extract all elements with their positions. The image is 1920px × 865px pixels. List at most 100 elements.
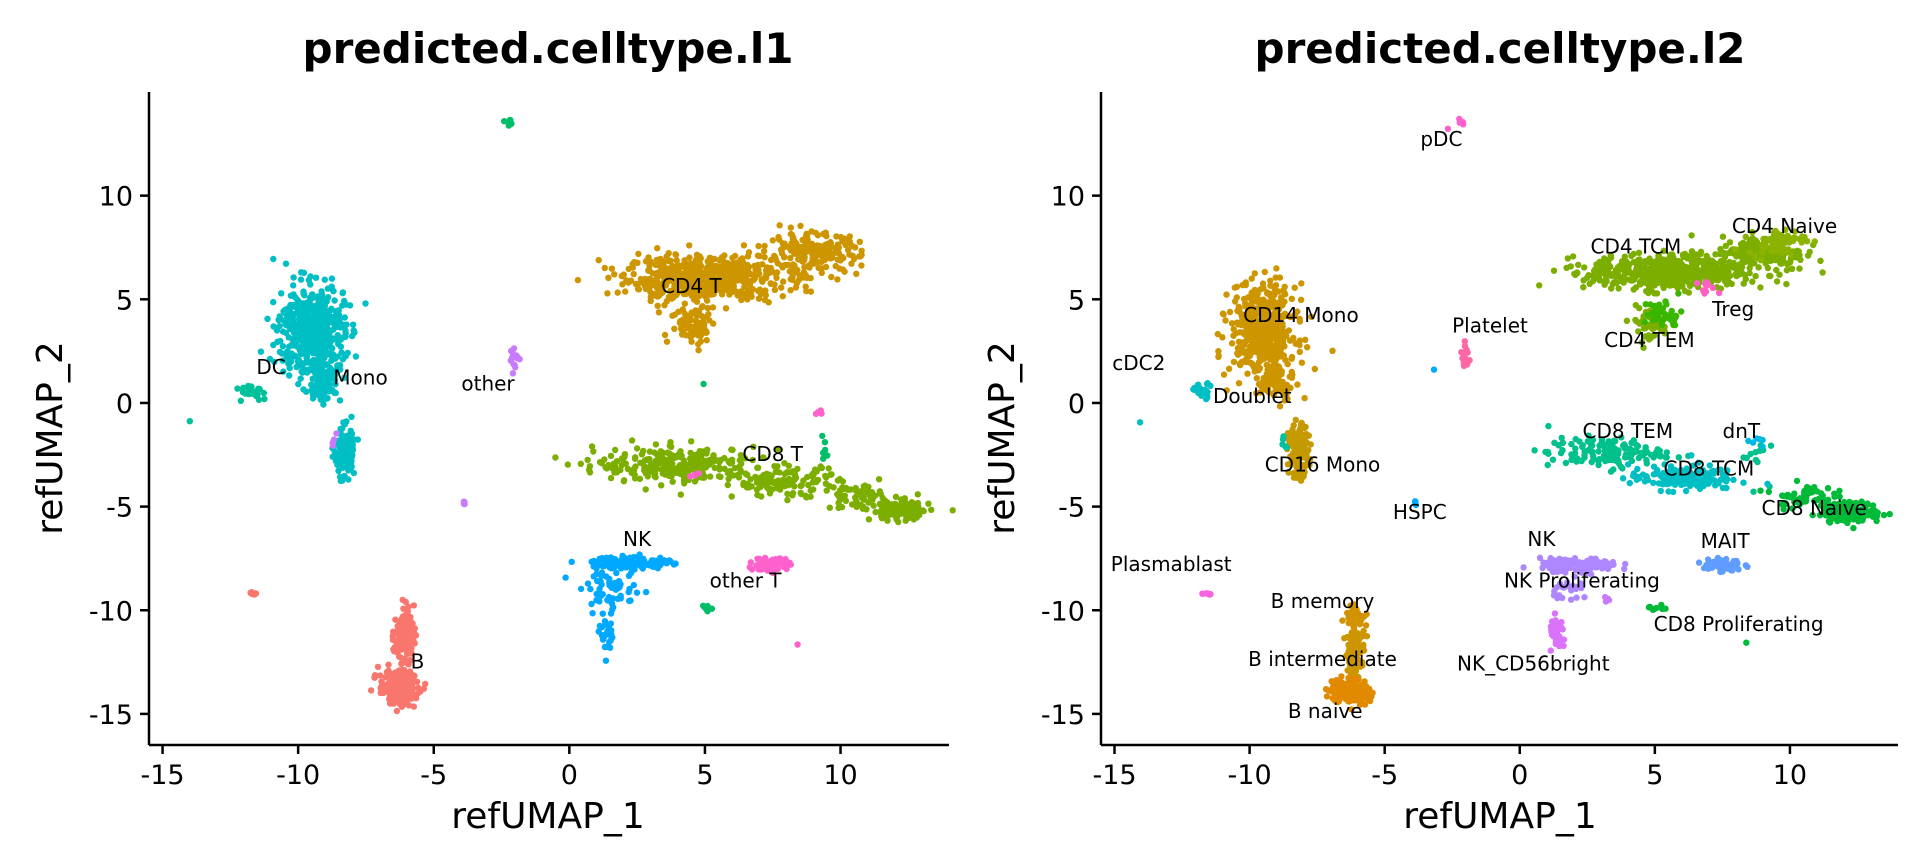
scatter-point [408, 645, 415, 652]
scatter-point [1650, 463, 1658, 470]
scatter-point [694, 262, 701, 269]
scatter-point [895, 518, 902, 526]
scatter-point [396, 638, 403, 646]
scatter-point [1214, 330, 1222, 338]
scatter-point [747, 277, 755, 285]
scatter-point [337, 366, 344, 373]
scatter-point [1782, 226, 1789, 233]
scatter-point [1622, 560, 1629, 568]
scatter-point [670, 454, 677, 462]
scatter-point [290, 291, 297, 298]
scatter-point [858, 247, 865, 254]
scatter-point [305, 333, 313, 340]
scatter-point [794, 641, 801, 648]
scatter-point [852, 244, 859, 251]
scatter-point [1773, 278, 1781, 285]
y-tick-label: -5 [106, 493, 133, 524]
scatter-point [1685, 289, 1693, 296]
scatter-point [1621, 445, 1629, 452]
scatter-point [746, 564, 753, 571]
scatter-point [682, 332, 689, 339]
scatter-point [787, 247, 795, 254]
scatter-point [1601, 262, 1608, 270]
scatter-point [284, 348, 291, 355]
scatter-point [1253, 375, 1261, 382]
scatter-point [1567, 596, 1575, 603]
scatter-point [552, 454, 559, 461]
scatter-point [1297, 296, 1305, 303]
scatter-point [745, 263, 753, 271]
scatter-point [337, 336, 344, 343]
scatter-point [596, 555, 603, 562]
scatter-point [1461, 338, 1469, 345]
scatter-point [1715, 289, 1723, 297]
cluster-label: B [411, 649, 425, 673]
scatter-point [688, 338, 695, 345]
scatter-point [1738, 269, 1745, 276]
scatter-point [1273, 265, 1280, 272]
scatter-point [642, 486, 649, 493]
scatter-point [1644, 311, 1651, 319]
scatter-point [672, 465, 680, 472]
scatter-point [604, 597, 612, 604]
scatter-point [740, 481, 747, 489]
scatter-point [821, 439, 829, 446]
scatter-point [588, 443, 596, 450]
scatter-point [1732, 246, 1739, 253]
scatter-points [186, 116, 956, 715]
scatter-point [858, 262, 865, 269]
scatter-point [1651, 332, 1658, 339]
scatter-point [633, 445, 641, 452]
scatter-point [605, 274, 612, 281]
scatter-point [652, 441, 660, 448]
scatter-point [800, 269, 808, 276]
scatter-point [784, 496, 791, 504]
scatter-point [1868, 507, 1876, 514]
scatter-point [810, 486, 817, 493]
scatter-point [1607, 271, 1614, 279]
scatter-point [872, 508, 879, 516]
scatter-point [766, 490, 774, 497]
scatter-point [793, 268, 800, 276]
scatter-point [708, 281, 716, 289]
scatter-point [612, 446, 619, 454]
scatter-point [1652, 302, 1659, 310]
scatter-point [1640, 344, 1647, 351]
scatter-point [1581, 264, 1588, 271]
scatter-point [716, 263, 723, 270]
scatter-point [675, 308, 682, 315]
scatter-point [671, 325, 678, 332]
scatter-point [1643, 456, 1650, 464]
scatter-point [186, 418, 193, 425]
scatter-point [687, 463, 694, 470]
scatter-point [278, 350, 286, 357]
scatter-point [672, 287, 679, 294]
scatter-point [603, 621, 611, 629]
scatter-point [818, 269, 825, 277]
scatter-point [1619, 465, 1626, 472]
scatter-point [1244, 370, 1251, 377]
scatter-point [619, 281, 626, 288]
scatter-point [741, 283, 748, 291]
scatter-point [1665, 314, 1672, 322]
scatter-point [1798, 239, 1805, 246]
scatter-point [331, 389, 338, 396]
scatter-point [716, 466, 723, 473]
scatter-point [405, 675, 413, 682]
scatter-point [593, 590, 601, 598]
scatter-point [398, 703, 406, 710]
scatter-point [1713, 260, 1720, 267]
scatter-point [827, 239, 834, 246]
scatter-point [630, 270, 637, 278]
scatter-point [1672, 268, 1680, 275]
scatter-point [324, 376, 332, 384]
scatter-point [678, 325, 685, 333]
scatter-point [1652, 277, 1659, 285]
scatter-point [698, 275, 705, 282]
scatter-point [352, 353, 360, 360]
scatter-point [708, 605, 716, 612]
scatter-point [1654, 446, 1661, 453]
scatter-point [658, 269, 665, 276]
